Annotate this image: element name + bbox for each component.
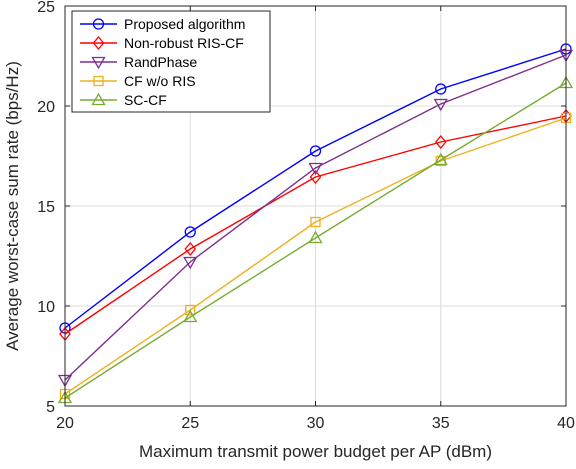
series-line xyxy=(64,117,567,395)
data-point xyxy=(185,304,196,316)
x-tick-label: 30 xyxy=(307,415,325,432)
data-point xyxy=(309,169,322,185)
data-point xyxy=(433,98,448,112)
y-tick-label: 10 xyxy=(37,299,55,316)
series-lines xyxy=(57,43,574,404)
legend: Proposed algorithm Non-robust RIS-CF RandP… xyxy=(71,10,271,113)
data-point xyxy=(435,83,447,95)
series-line xyxy=(64,82,567,399)
data-point xyxy=(310,216,321,228)
x-tick-label: 40 xyxy=(557,415,575,432)
legend-marker xyxy=(91,92,106,106)
axis-ticks: 20 25 30 35 40 5 10 15 20 25 xyxy=(37,0,575,432)
y-tick-label: 15 xyxy=(37,199,55,216)
legend-label: CF w/o RIS xyxy=(124,73,196,89)
x-tick-label: 25 xyxy=(181,415,199,432)
legend-label: SC-CF xyxy=(124,92,167,108)
series-sc-cf xyxy=(57,75,574,404)
legend-marker xyxy=(92,35,105,51)
data-point xyxy=(308,230,323,244)
legend-label: Non-robust RIS-CF xyxy=(124,35,244,51)
legend-label: RandPhase xyxy=(124,54,197,70)
data-point xyxy=(433,152,448,166)
legend-marker xyxy=(93,75,104,87)
series-line xyxy=(64,48,567,329)
data-point xyxy=(308,162,323,176)
y-tick-label: 25 xyxy=(37,0,55,16)
data-point xyxy=(434,134,447,150)
y-axis-title: Average worst-case sum rate (bps/Hz) xyxy=(3,61,22,351)
series-line xyxy=(64,115,567,335)
y-tick-label: 20 xyxy=(37,99,55,116)
x-tick-label: 35 xyxy=(432,415,450,432)
data-point xyxy=(184,226,196,238)
data-point xyxy=(184,241,197,257)
data-point xyxy=(183,309,198,323)
x-axis-title: Maximum transmit power budget per AP (dB… xyxy=(139,442,492,461)
legend-label: Proposed algorithm xyxy=(124,16,245,32)
legend-marker xyxy=(91,56,106,70)
series-line xyxy=(64,54,567,381)
y-tick-label: 5 xyxy=(46,399,55,416)
legend-marker xyxy=(92,18,105,30)
data-point xyxy=(309,145,322,157)
x-tick-label: 20 xyxy=(56,415,74,432)
data-point xyxy=(183,256,198,270)
